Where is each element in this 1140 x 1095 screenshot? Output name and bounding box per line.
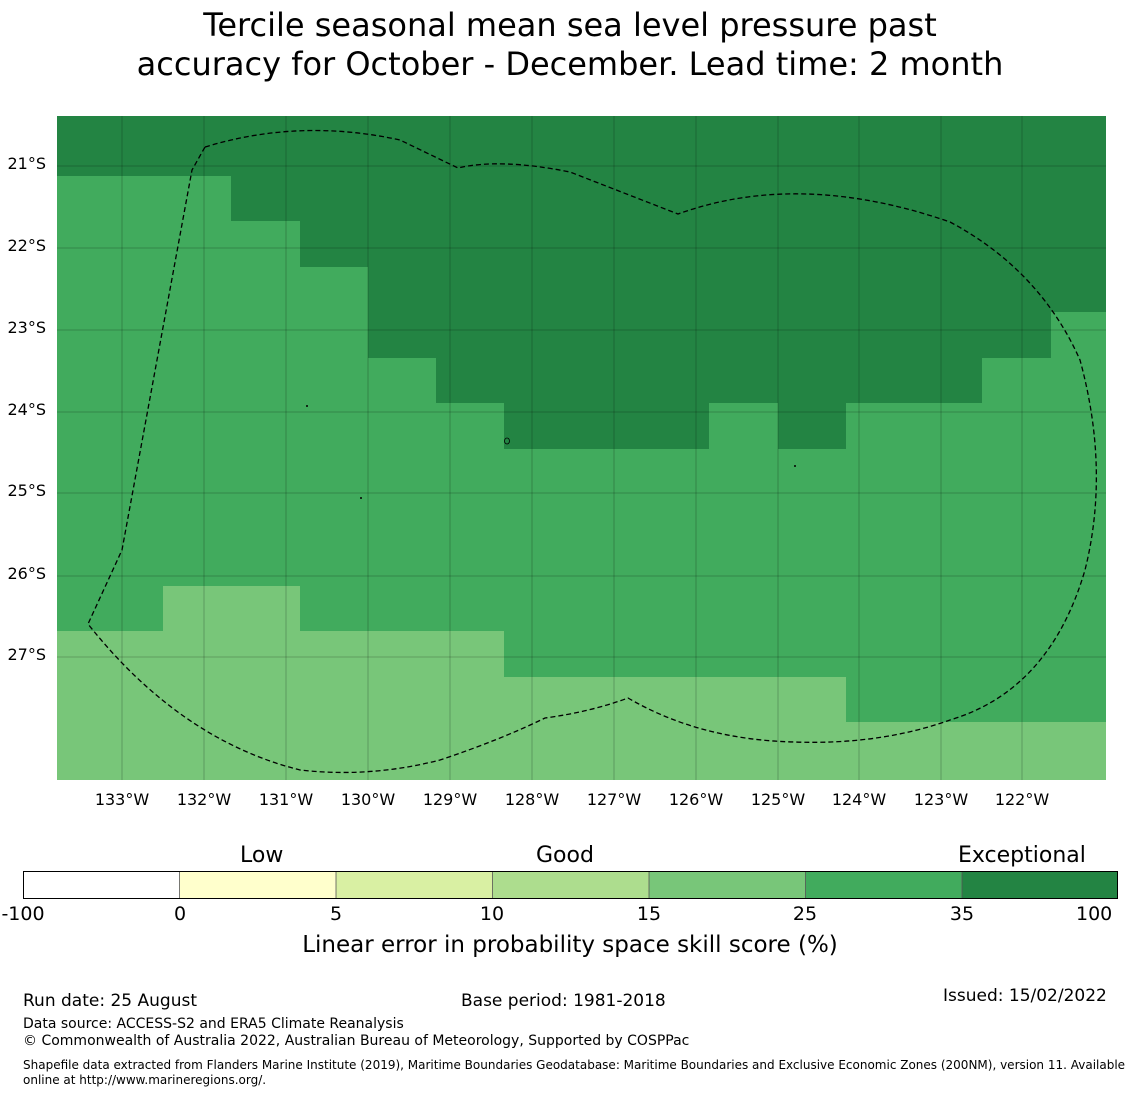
lon-label-128w: 128°W — [504, 790, 560, 809]
lat-label-24s: 24°S — [7, 400, 46, 419]
lon-label-131w: 131°W — [258, 790, 314, 809]
colorbar-segment-3 — [336, 871, 493, 899]
colorbar — [23, 871, 1118, 899]
colorbar-frame — [23, 871, 1118, 899]
skill-map — [57, 116, 1106, 780]
copyright: © Commonwealth of Australia 2022, Austra… — [23, 1033, 690, 1049]
lon-label-127w: 127°W — [586, 790, 642, 809]
colorbar-segment-7 — [962, 871, 1118, 899]
map-title: Tercile seasonal mean sea level pressure… — [0, 6, 1140, 84]
colorbar-category-exceptional: Exceptional — [958, 843, 1086, 868]
colorbar-tick-25: 25 — [792, 903, 818, 925]
island-1 — [504, 437, 510, 445]
colorbar-segment-6 — [805, 871, 962, 899]
lon-label-124w: 124°W — [831, 790, 887, 809]
colorbar-segment-4 — [492, 871, 649, 899]
lon-label-125w: 125°W — [750, 790, 806, 809]
lon-label-122w: 122°W — [994, 790, 1050, 809]
base-period: Base period: 1981-2018 — [461, 991, 666, 1011]
colorbar-tick-35: 35 — [949, 903, 975, 925]
colorbar-title: Linear error in probability space skill … — [302, 932, 838, 958]
lat-label-26s: 26°S — [7, 564, 46, 583]
colorbar-tick-5: 5 — [329, 903, 343, 925]
lon-label-133w: 133°W — [94, 790, 150, 809]
colorbar-segment-5 — [649, 871, 806, 899]
issued-date: Issued: 15/02/2022 — [943, 986, 1107, 1006]
colorbar-tick-100: 100 — [1076, 903, 1113, 925]
eez-boundary — [87, 129, 1098, 774]
lat-label-27s: 27°S — [7, 645, 46, 664]
lon-label-126w: 126°W — [668, 790, 724, 809]
colorbar-category-low: Low — [240, 843, 284, 868]
colorbar-tick-neg100: -100 — [1, 903, 45, 925]
graticule — [57, 116, 1106, 780]
lon-label-130w: 130°W — [340, 790, 396, 809]
region-exceptional — [57, 116, 1106, 449]
island-3 — [360, 497, 362, 499]
shapefile-credit-line-2: online at http://www.marineregions.org/. — [23, 1073, 267, 1087]
lat-label-23s: 23°S — [7, 318, 46, 337]
run-date: Run date: 25 August — [23, 991, 197, 1011]
title-line-2: accuracy for October - December. Lead ti… — [136, 45, 1004, 83]
title-line-1: Tercile seasonal mean sea level pressure… — [203, 6, 937, 44]
lat-label-25s: 25°S — [7, 481, 46, 500]
island-4 — [794, 465, 796, 467]
lon-label-132w: 132°W — [176, 790, 232, 809]
colorbar-dividers — [179, 871, 963, 899]
lat-label-22s: 22°S — [7, 236, 46, 255]
lon-label-129w: 129°W — [422, 790, 478, 809]
island-2 — [306, 405, 308, 407]
colorbar-category-good: Good — [536, 843, 594, 868]
colorbar-segment-1 — [23, 871, 180, 899]
colorbar-tick-10: 10 — [479, 903, 505, 925]
colorbar-tick-15: 15 — [636, 903, 662, 925]
lat-label-21s: 21°S — [7, 154, 46, 173]
colorbar-segment-2 — [179, 871, 336, 899]
lon-label-123w: 123°W — [913, 790, 969, 809]
shapefile-credit-line-1: Shapefile data extracted from Flanders M… — [23, 1058, 1126, 1072]
colorbar-tick-0: 0 — [173, 903, 187, 925]
data-source: Data source: ACCESS-S2 and ERA5 Climate … — [23, 1016, 404, 1032]
